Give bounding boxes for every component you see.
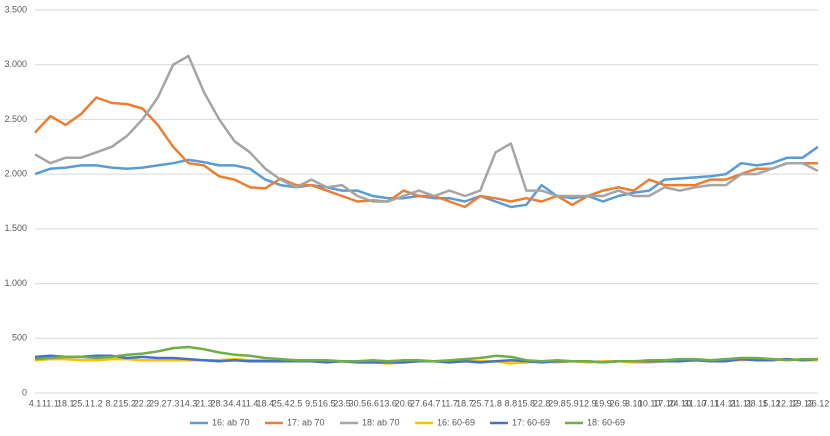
x-tick-label: 23.5 [333,398,351,408]
x-tick-label: 2.5 [290,398,303,408]
x-tick-label: 24.10 [669,398,692,408]
x-tick-label: 19.9 [594,398,612,408]
x-tick-label: 25.7 [471,398,489,408]
x-tick-label: 21.3 [195,398,213,408]
x-tick-label: 7.11 [702,398,719,408]
series-line [34,96,818,209]
legend-label: 16: ab 70 [212,417,250,427]
x-tick-label: 10.10 [638,398,661,408]
y-tick-label: 2.000 [4,169,27,179]
x-tick-label: 30.5 [349,398,367,408]
x-tick-label: 25.4 [272,398,290,408]
x-tick-label: 19.12 [791,398,814,408]
legend-label: 17: ab 70 [287,417,325,427]
x-tick-label: 29.2 [149,398,167,408]
legend-label: 16: 60-69 [437,417,475,427]
x-tick-label: 18.7 [456,398,474,408]
series-line [34,345,818,364]
x-tick-label: 4.1 [29,398,42,408]
x-tick-label: 22.8 [533,398,551,408]
x-tick-label: 9.5 [305,398,318,408]
series-line [34,54,819,203]
x-tick-label: 16.5 [318,398,336,408]
x-tick-label: 29.8 [548,398,566,408]
x-tick-label: 7.3 [167,398,180,408]
x-tick-label: 21.11 [730,398,752,408]
x-tick-label: 27.6 [410,398,428,408]
y-tick-label: 500 [12,333,27,343]
x-tick-label: 18.1 [57,398,75,408]
x-tick-label: 5.12 [763,398,781,408]
x-tick-label: 13.6 [379,398,397,408]
x-tick-label: 12.12 [776,398,799,408]
y-tick-label: 3.000 [4,59,27,69]
x-tick-label: 28.11 [746,398,768,408]
x-tick-label: 12.9 [579,398,597,408]
x-tick-label: 1.8 [489,398,502,408]
series-line [34,145,819,209]
x-tick-label: 17.10 [653,398,676,408]
y-tick-label: 3.500 [4,4,27,14]
x-tick-label: 18.4 [257,398,275,408]
x-tick-label: 8.8 [505,398,518,408]
legend-label: 17: 60-69 [512,417,550,427]
legend-label: 18: ab 70 [362,417,400,427]
x-tick-label: 15.2 [118,398,136,408]
x-tick-label: 5.9 [566,398,579,408]
x-tick-label: 20.6 [395,398,413,408]
x-tick-label: 3.10 [625,398,643,408]
x-tick-label: 26.12 [807,398,830,408]
x-tick-label: 4.7 [428,398,441,408]
y-tick-label: 0 [22,387,27,397]
y-tick-label: 1.000 [4,278,27,288]
x-tick-label: 15.8 [518,398,536,408]
y-tick-label: 2.500 [4,114,27,124]
x-tick-label: 1.2 [90,398,103,408]
x-tick-label: 26.9 [610,398,628,408]
x-tick-label: 6.6 [367,398,380,408]
x-tick-label: 11.4 [242,398,259,408]
x-tick-label: 14.11 [715,398,737,408]
x-tick-label: 8.2 [106,398,119,408]
x-tick-label: 25.1 [72,398,90,408]
x-tick-label: 11.1 [42,398,59,408]
x-tick-label: 4.4 [228,398,241,408]
x-tick-label: 14.3 [180,398,198,408]
x-tick-label: 31.10 [684,398,707,408]
x-tick-label: 28.3 [210,398,228,408]
x-tick-label: 22.2 [134,398,152,408]
y-tick-label: 1.500 [4,223,27,233]
x-tick-label: 11.7 [441,398,458,408]
legend-label: 18: 60-69 [587,417,625,427]
